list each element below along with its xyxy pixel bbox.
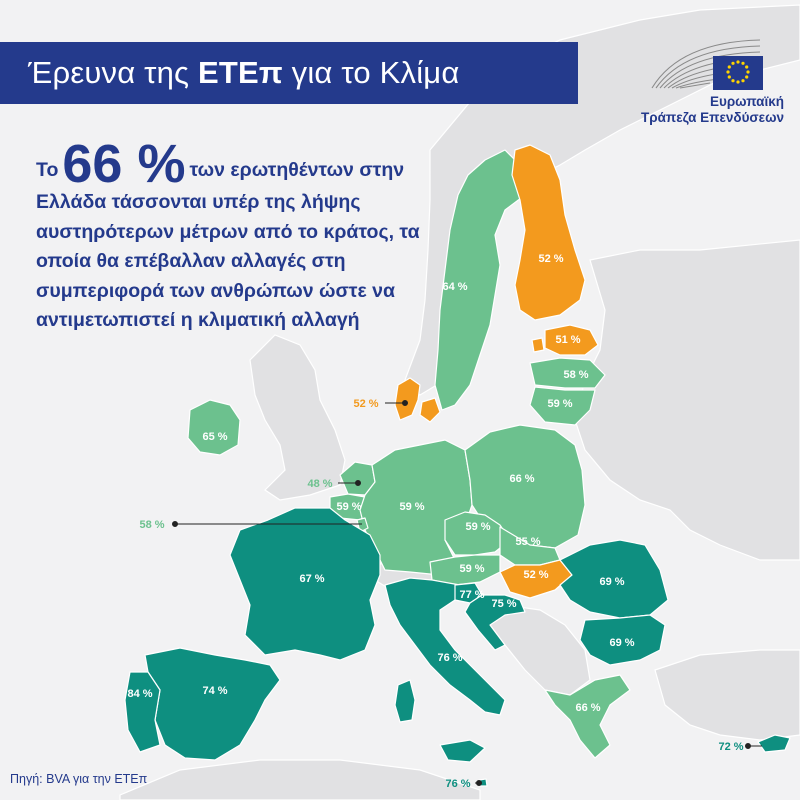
country-cyprus[interactable]	[757, 734, 791, 753]
country-spain[interactable]	[144, 647, 281, 761]
headline-pre: Το	[36, 159, 59, 181]
label-austria: 59 %	[459, 563, 484, 575]
eib-logo	[651, 39, 763, 90]
label-sweden: 64 %	[442, 281, 467, 293]
country-denmark[interactable]	[394, 377, 421, 421]
eib-logo-text: Ευρωπαϊκή Τράπεζα Επενδύσεων	[641, 94, 784, 126]
leader-dot-denmark	[402, 400, 408, 406]
label-slovenia: 77 %	[459, 589, 484, 601]
label-greece: 66 %	[575, 702, 600, 714]
label-ireland: 65 %	[202, 431, 227, 443]
label-romania: 69 %	[599, 576, 624, 588]
island-zealand	[419, 397, 441, 423]
leader-dot-luxembourg	[172, 521, 178, 527]
country-greece[interactable]	[544, 674, 631, 759]
source-note: Πηγή: BVA για την ΕΤΕπ	[10, 772, 148, 786]
label-bulgaria: 69 %	[609, 637, 634, 649]
orange-countries	[394, 144, 599, 599]
balkans-land	[489, 604, 591, 696]
label-netherlands: 48 %	[307, 478, 332, 490]
label-slovakia: 55 %	[515, 536, 540, 548]
teal-countries	[124, 507, 791, 787]
label-spain: 74 %	[202, 685, 227, 697]
headline-big-figure: 66 %	[62, 134, 186, 194]
title-suffix: για το Κλίμα	[282, 55, 460, 90]
eib-logo-line1: Ευρωπαϊκή	[709, 94, 784, 109]
country-bulgaria[interactable]	[579, 614, 666, 666]
island-sardinia	[394, 679, 416, 723]
page-title: Έρευνα της ΕΤΕπ για το Κλίμα	[0, 55, 459, 91]
title-prefix: Έρευνα της	[28, 55, 198, 90]
russia-east-land	[574, 239, 800, 561]
light-green-countries	[187, 149, 631, 759]
leader-dot-cyprus	[745, 743, 751, 749]
label-malta: 76 %	[445, 778, 470, 790]
label-france: 67 %	[299, 573, 324, 585]
headline-statement: Το66 % των ερωτηθέντων στην Ελλάδα τάσσον…	[36, 137, 426, 336]
uk-land	[249, 334, 346, 501]
leader-lines	[172, 400, 762, 786]
value-labels: 52 % 64 % 51 % 58 % 59 % 52 % 65 % 48 % …	[127, 253, 743, 790]
country-finland[interactable]	[511, 144, 586, 321]
country-portugal[interactable]	[124, 671, 161, 753]
label-luxembourg: 58 %	[139, 519, 164, 531]
label-italy: 76 %	[437, 652, 462, 664]
country-estonia[interactable]	[544, 324, 599, 356]
label-poland: 66 %	[509, 473, 534, 485]
eu-stars-icon	[726, 60, 750, 84]
label-belgium: 59 %	[336, 501, 361, 513]
label-croatia: 75 %	[491, 598, 516, 610]
label-latvia: 58 %	[563, 369, 588, 381]
title-bold: ΕΤΕπ	[198, 55, 283, 90]
label-germany: 59 %	[399, 501, 424, 513]
label-cyprus: 72 %	[718, 741, 743, 753]
label-denmark: 52 %	[353, 398, 378, 410]
country-poland[interactable]	[464, 424, 586, 549]
leader-dot-malta	[476, 780, 482, 786]
label-hungary: 52 %	[523, 569, 548, 581]
country-croatia[interactable]	[464, 594, 526, 651]
leader-dot-netherlands	[355, 480, 361, 486]
label-portugal: 84 %	[127, 688, 152, 700]
north-africa-land	[119, 759, 481, 800]
label-finland: 52 %	[538, 253, 563, 265]
country-france[interactable]	[229, 507, 381, 661]
island-sicily	[439, 739, 486, 763]
turkey-land	[654, 649, 800, 741]
headline-rest: των ερωτηθέντων στην Ελλάδα τάσσονται υπ…	[36, 159, 420, 331]
country-latvia[interactable]	[529, 357, 606, 389]
island-saaremaa	[531, 337, 545, 353]
label-estonia: 51 %	[555, 334, 580, 346]
label-czechia: 59 %	[465, 521, 490, 533]
title-banner: Έρευνα της ΕΤΕπ για το Κλίμα	[0, 42, 578, 104]
country-ireland[interactable]	[187, 399, 241, 456]
eib-logo-line2: Τράπεζα Επενδύσεων	[640, 110, 784, 125]
country-lithuania[interactable]	[529, 386, 596, 426]
label-lithuania: 59 %	[547, 398, 572, 410]
